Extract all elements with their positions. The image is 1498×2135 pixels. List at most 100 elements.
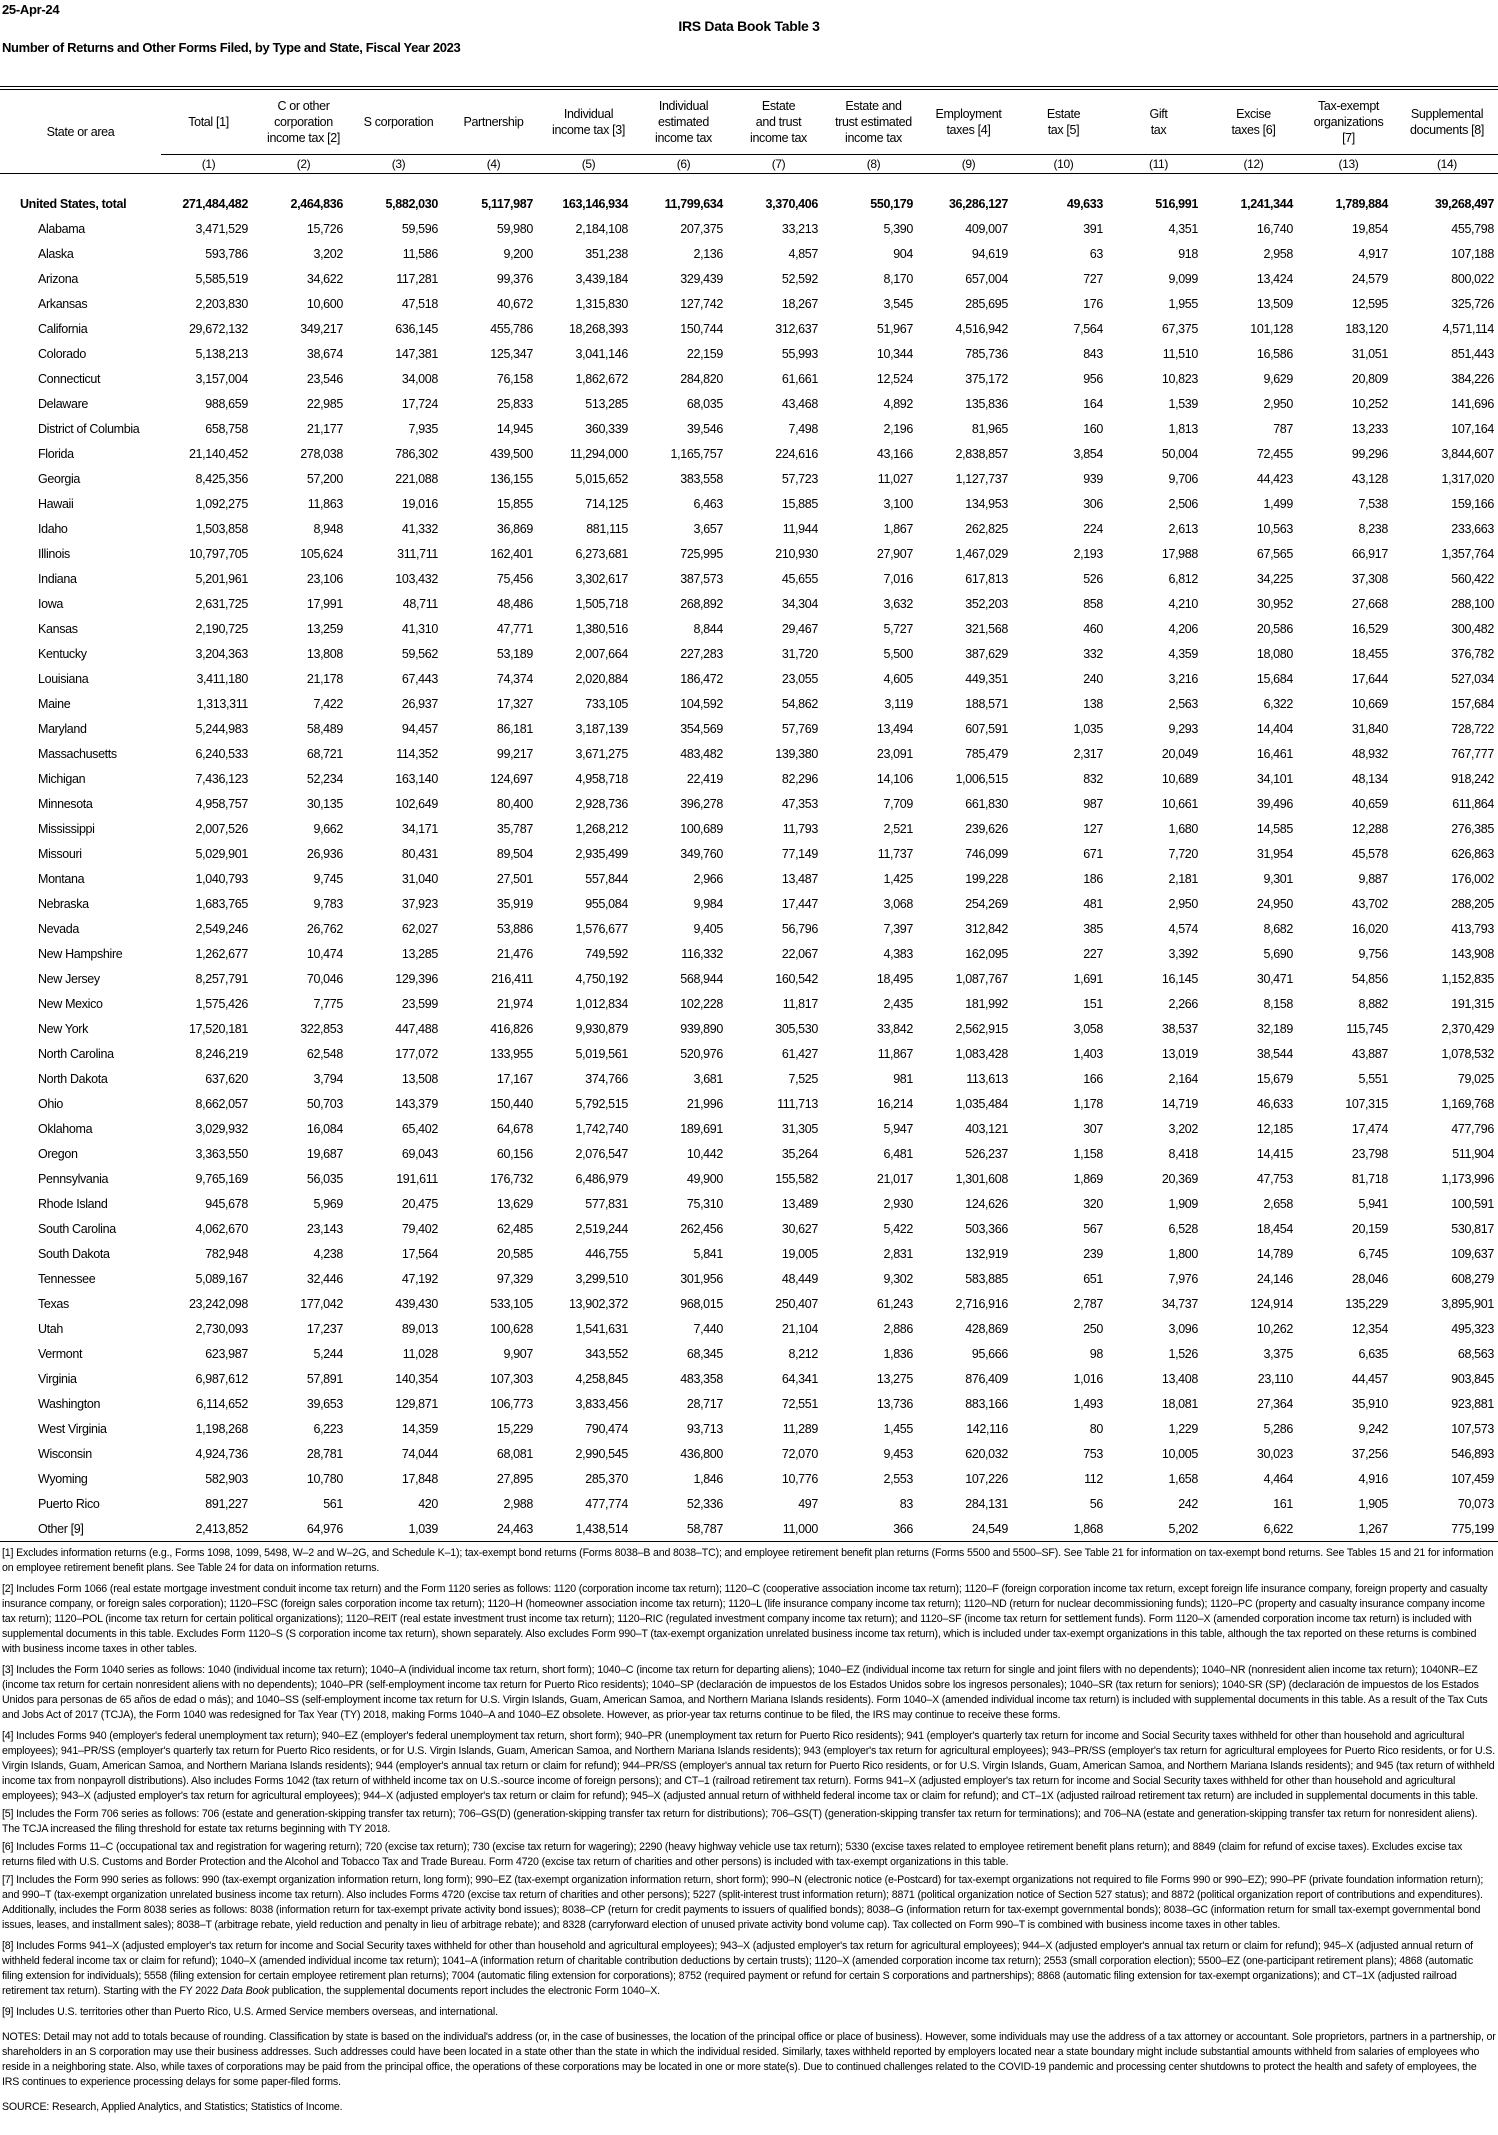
value-cell: 3,632 [883,596,913,611]
value-cell: 13,489 [781,1196,818,1211]
value-cell: 1,467,029 [955,546,1009,561]
table-row: Idaho 1,503,858 8,948 41,332 36,869 881,115 3,… [0,516,1498,541]
value-cell: 16,529 [1351,621,1388,636]
value-cell: 160 [1083,421,1103,436]
value-cell: 1,909 [1168,1196,1198,1211]
column-header: Excise taxes [6] [1206,88,1301,155]
value-cell: 59,596 [401,221,438,236]
value-cell: 17,474 [1351,1121,1388,1136]
value-cell: 143,908 [1451,946,1494,961]
value-cell: 13,424 [1256,271,1293,286]
value-cell: 56,035 [306,1171,343,1186]
state-name: Georgia [38,471,81,486]
value-cell: 24,950 [1256,896,1293,911]
value-cell: 80,400 [496,796,533,811]
value-cell: 47,771 [496,621,533,636]
value-cell: 107,226 [965,1471,1008,1486]
value-cell: 2,950 [1168,896,1198,911]
value-cell: 21,140,452 [188,446,248,461]
value-cell: 28,717 [686,1396,723,1411]
column-header: S corporation [351,88,446,155]
value-cell: 6,987,612 [195,1371,249,1386]
value-cell: 4,351 [1168,221,1198,236]
table-row: New York 17,520,181 322,853 447,488 416,826 9… [0,1016,1498,1041]
value-cell: 210,930 [775,546,818,561]
value-cell: 5,390 [883,221,913,236]
value-cell: 106,773 [490,1396,533,1411]
value-cell: 19,687 [306,1146,343,1161]
value-cell: 17,520,181 [188,1021,248,1036]
value-cell: 3,302,617 [575,571,629,586]
table-row: South Dakota 782,948 4,238 17,564 20,585 446,… [0,1241,1498,1266]
value-cell: 2,930 [883,1196,913,1211]
value-cell: 413,793 [1451,921,1494,936]
footnote-text: [3] Includes the Form 1040 series as fol… [2,1664,1488,1721]
value-cell: 10,262 [1256,1321,1293,1336]
value-cell: 1,301,608 [955,1171,1009,1186]
table-row: Pennsylvania 9,765,169 56,035 191,611 176,73… [0,1166,1498,1191]
value-cell: 1,040,793 [195,871,249,886]
value-cell: 1,868 [1016,1516,1111,1542]
value-cell: 20,369 [1161,1171,1198,1186]
column-header: Estate and trust estimated income tax [826,88,921,155]
value-cell: 21,476 [496,946,533,961]
value-cell: 43,887 [1351,1046,1388,1061]
value-cell: 3,370,406 [765,196,819,211]
value-cell: 10,797,705 [188,546,248,561]
column-header: Tax-exempt organizations [7] [1301,88,1396,155]
value-cell: 43,702 [1351,896,1388,911]
value-cell: 79,402 [401,1221,438,1236]
value-cell: 5,841 [693,1246,723,1261]
value-cell: 20,159 [1351,1221,1388,1236]
value-cell: 981 [893,1071,913,1086]
value-cell: 11,510 [1162,346,1199,361]
value-cell: 2,181 [1168,871,1198,886]
value-cell: 714,125 [585,496,628,511]
value-cell: 3,657 [693,521,723,536]
value-cell: 5,500 [883,646,913,661]
value-cell: 449,351 [965,671,1008,686]
value-cell: 5,117,987 [481,196,533,211]
value-cell: 107,303 [490,1371,533,1386]
value-cell: 49,633 [1066,196,1103,211]
value-cell: 95,666 [971,1346,1008,1361]
value-cell: 147,381 [395,346,438,361]
state-name: Iowa [38,596,64,611]
value-cell: 2,562,915 [955,1021,1009,1036]
state-name: Oregon [38,1146,78,1161]
value-cell: 12,288 [1351,821,1388,836]
value-cell: 593,786 [205,246,248,261]
value-cell: 135,836 [965,396,1008,411]
value-cell: 1,575,426 [195,996,249,1011]
value-cell: 725,995 [680,546,723,561]
value-cell: 439,500 [490,446,533,461]
value-cell: 305,530 [775,1021,818,1036]
value-cell: 4,258,845 [575,1371,629,1386]
state-name: Illinois [38,546,70,561]
value-cell: 136,155 [490,471,533,486]
value-cell: 384,226 [1451,371,1494,386]
value-cell: 455,798 [1451,221,1494,236]
value-cell: 21,017 [876,1171,913,1186]
value-cell: 27,907 [876,546,913,561]
state-name: South Carolina [38,1221,116,1236]
value-cell: 13,494 [876,721,913,736]
value-cell: 5,201,961 [195,571,249,586]
value-cell: 436,800 [680,1446,723,1461]
value-cell: 7,016 [883,571,913,586]
value-cell: 3,119 [884,696,913,711]
value-cell: 46,633 [1256,1096,1293,1111]
value-cell: 1,836 [883,1346,913,1361]
value-cell: 163,140 [395,771,438,786]
value-cell: 76,158 [496,371,533,386]
spacer-cell [0,174,1498,192]
value-cell: 150,440 [490,1096,533,1111]
value-cell: 6,463 [693,496,723,511]
value-cell: 127,742 [680,296,723,311]
value-cell: 1,092,275 [195,496,249,511]
value-cell: 2,435 [883,996,913,1011]
value-cell: 34,101 [1256,771,1293,786]
value-cell: 115,745 [1346,1021,1388,1036]
value-cell: 11,817 [782,996,819,1011]
state-name: Massachusetts [38,746,117,761]
